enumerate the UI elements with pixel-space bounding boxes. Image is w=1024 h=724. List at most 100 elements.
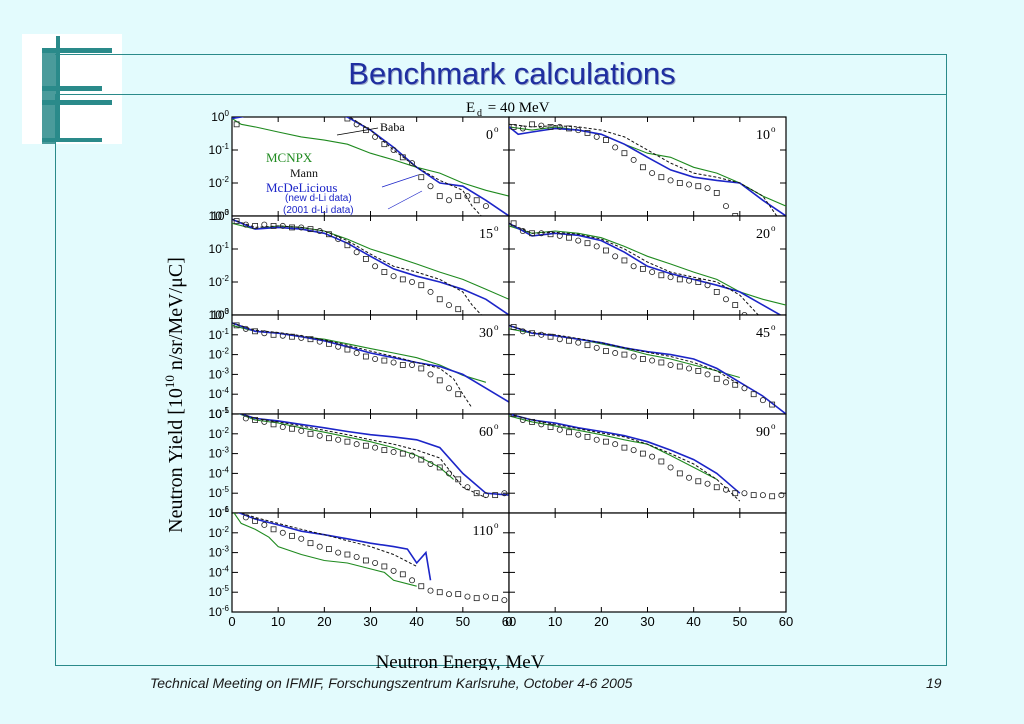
- panel-empty-frame: [508, 512, 787, 613]
- panel-45-plot: [509, 324, 786, 414]
- data-point-baba: [667, 274, 674, 281]
- data-point-baba: [381, 269, 388, 275]
- data-point-baba: [556, 426, 563, 433]
- chart-title-subscript: d: [477, 108, 482, 119]
- x-tick-label: 20: [594, 614, 608, 629]
- data-point-baba: [280, 109, 285, 114]
- panel-0-frame: [231, 116, 510, 217]
- panel-60-ytick-label: 10-4: [209, 465, 230, 480]
- chart-title-symbol: E: [466, 100, 475, 116]
- data-point-baba: [372, 444, 379, 451]
- data-point-baba: [529, 230, 535, 237]
- data-point-baba: [529, 418, 535, 425]
- data-point-baba: [262, 109, 267, 114]
- data-point-baba: [307, 226, 314, 233]
- legend-label-mann: Mann: [290, 166, 318, 180]
- data-point-baba: [649, 269, 656, 276]
- data-point-baba: [732, 302, 739, 308]
- data-point-baba: [510, 124, 517, 130]
- data-point-baba: [538, 122, 545, 129]
- data-point-baba: [409, 452, 416, 459]
- y-axis-label-main: Neutron Yield [10: [165, 388, 187, 533]
- data-point-baba: [621, 257, 628, 264]
- data-point-baba: [584, 129, 591, 136]
- data-point-baba: [372, 263, 379, 270]
- data-point-baba: [233, 218, 240, 225]
- data-point-baba: [778, 492, 785, 499]
- x-tick-label: 50: [456, 614, 470, 629]
- data-point-baba: [381, 357, 388, 364]
- data-point-baba: [603, 247, 609, 254]
- angle-degree-45: o: [771, 322, 776, 332]
- panel-110-ytick-label: 10-1: [209, 505, 230, 520]
- data-point-baba: [722, 379, 729, 386]
- data-point-baba: [427, 587, 434, 594]
- data-point-baba: [538, 331, 545, 338]
- data-point-baba: [510, 324, 517, 330]
- panel-0-ytick-label: 10-3: [209, 208, 230, 223]
- panel-60-frame: [231, 413, 510, 514]
- data-point-baba: [455, 476, 462, 483]
- data-point-baba: [575, 127, 582, 134]
- data-point-baba: [326, 435, 332, 442]
- data-point-baba: [298, 224, 305, 231]
- data-point-baba: [418, 456, 425, 463]
- data-point-baba: [612, 253, 619, 260]
- data-point-baba: [390, 567, 397, 574]
- data-point-baba: [261, 521, 268, 528]
- data-point-baba: [695, 183, 702, 190]
- data-point-baba: [289, 333, 295, 340]
- data-point-baba: [372, 559, 379, 566]
- data-point-baba: [686, 365, 693, 372]
- data-point-baba: [289, 532, 295, 539]
- x-axis-label: Neutron Energy, MeV: [376, 652, 545, 670]
- data-point-baba: [399, 571, 406, 578]
- data-point-baba: [252, 417, 258, 423]
- data-point-baba: [335, 549, 342, 556]
- content-border-right: [946, 54, 947, 666]
- panel-0-ytick-label: 100: [211, 109, 229, 124]
- panel-15-ytick-label: 10-2: [209, 274, 230, 289]
- page-number: 19: [926, 675, 942, 691]
- data-point-baba: [519, 416, 526, 423]
- panel-30-ytick-label: 10-5: [209, 406, 230, 421]
- panel-0-plot: [232, 109, 509, 216]
- data-point-baba: [686, 474, 693, 481]
- data-point-baba: [473, 595, 480, 602]
- data-point-baba: [353, 249, 360, 256]
- x-tick-label: 30: [640, 614, 654, 629]
- data-point-baba: [649, 453, 656, 460]
- data-point-baba: [344, 242, 351, 249]
- data-point-baba: [243, 111, 248, 116]
- data-point-baba: [233, 121, 240, 128]
- data-point-baba: [252, 328, 258, 335]
- panel-empty: [508, 512, 787, 613]
- data-point-baba: [529, 330, 535, 337]
- data-point-baba: [713, 289, 720, 295]
- panel-30-ytick-label: 10-3: [209, 366, 230, 381]
- data-point-baba: [252, 223, 258, 229]
- data-point-baba: [556, 336, 563, 343]
- data-point-baba: [271, 110, 276, 115]
- angle-label-90: 90: [756, 425, 770, 440]
- data-point-baba: [436, 589, 443, 596]
- angle-label-60: 60: [479, 425, 493, 440]
- x-tick-labels: 0 10 20 30 40 50 600 10 20 30 40 50 60: [228, 614, 793, 629]
- data-point-baba: [630, 353, 637, 360]
- data-point-baba: [399, 450, 406, 457]
- data-point-baba: [455, 591, 462, 598]
- data-point-baba: [741, 490, 748, 497]
- data-point-baba: [658, 272, 665, 279]
- data-point-baba: [344, 346, 351, 353]
- panel-110-plot: [233, 513, 508, 604]
- data-point-baba: [593, 436, 600, 443]
- legend-note-2001: (2001 d-Li data): [283, 205, 354, 216]
- data-point-baba: [335, 236, 342, 243]
- data-point-baba: [335, 343, 342, 350]
- data-point-baba: [326, 546, 332, 553]
- angle-label-110: 110: [473, 524, 493, 539]
- data-point-baba: [353, 350, 360, 357]
- panel-60-series-mcnpx: [238, 414, 454, 480]
- data-point-baba: [630, 263, 637, 270]
